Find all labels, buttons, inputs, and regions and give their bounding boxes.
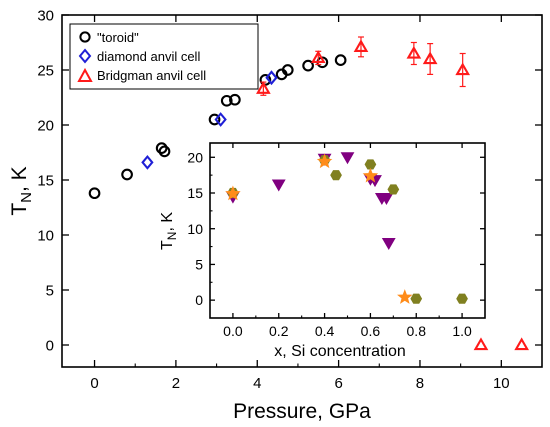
main-axes: 0 2 4 6 8 10 0 5 10 15 20 25 30 (37, 7, 542, 392)
legend-box (69, 23, 259, 90)
x-tick-label: 0.4 (315, 323, 335, 339)
data-point-series-1 (265, 70, 278, 86)
main-y-axis-label-sub: N (18, 192, 35, 203)
legend-triangle-marker (77, 67, 93, 82)
x-tick-label: 8 (416, 375, 424, 392)
inset-y-axis-label-rest: , K (159, 212, 176, 232)
y-tick-label: 0 (195, 292, 203, 308)
data-point-series-2 (397, 289, 413, 304)
inset-y-axis-label-sub: N (165, 232, 179, 241)
y-tick-label: 5 (46, 282, 54, 299)
x-tick-label: 2 (172, 375, 180, 392)
y-tick-label: 20 (37, 117, 54, 134)
inset-plot-frame (209, 142, 486, 319)
y-tick-label: 0 (46, 337, 54, 354)
x-tick-label: 0 (90, 375, 98, 392)
data-point-series-2 (316, 153, 333, 169)
x-tick-label: 4 (253, 375, 261, 392)
data-point-series-0 (302, 59, 314, 72)
inset-x-axis-label: x, Si concentration (274, 343, 406, 360)
legend-entry-toroid: "toroid" (79, 30, 139, 45)
legend-toroid-marker (79, 31, 91, 43)
data-point-series-0 (121, 168, 133, 181)
data-point-series-0 (271, 179, 286, 192)
inset-y-axis-label: TN, K (159, 212, 179, 250)
data-point-series-0 (88, 187, 101, 200)
data-point-series-2 (406, 45, 422, 59)
inset-data-marks (225, 152, 468, 304)
x-tick-label: 6 (334, 375, 342, 392)
data-point-series-2 (225, 185, 241, 201)
data-point-series-1 (330, 170, 342, 181)
data-point-series-2 (422, 51, 438, 65)
data-point-series-1 (141, 154, 154, 170)
y-tick-label: 15 (187, 185, 203, 201)
data-point-series-2 (353, 39, 369, 53)
y-tick-label: 15 (37, 172, 54, 189)
main-y-axis-label-rest: , K (8, 166, 31, 192)
y-tick-label: 30 (37, 7, 54, 24)
legend-entry-diamond-anvil-cell: diamond anvil cell (78, 48, 200, 64)
data-point-series-1 (456, 293, 468, 304)
inset-y-axis-label-main: T (159, 240, 176, 250)
y-tick-label: 5 (195, 256, 203, 272)
x-tick-label: 1.0 (452, 323, 472, 339)
data-point-series-0 (155, 142, 168, 154)
main-x-axis-label: Pressure, GPa (233, 400, 371, 423)
data-point-series-2 (256, 81, 271, 94)
legend-diamond-marker (78, 48, 92, 64)
legend-toroid-label: "toroid" (97, 30, 139, 45)
y-tick-label: 20 (187, 149, 203, 165)
data-point-series-2 (514, 337, 529, 351)
data-point-series-2 (310, 50, 326, 64)
data-point-series-1 (410, 293, 423, 304)
y-tick-label: 25 (37, 62, 54, 79)
data-point-series-0 (208, 113, 221, 126)
data-point-series-0 (340, 152, 355, 165)
data-point-series-0 (334, 54, 347, 66)
data-point-series-2 (455, 62, 471, 76)
data-point-series-1 (387, 184, 400, 195)
data-point-series-1 (214, 112, 227, 127)
legend-entry-bridgman-anvil-cell: Bridgman anvil cell (77, 67, 206, 83)
data-point-series-0 (381, 238, 396, 251)
data-point-series-2 (473, 337, 489, 351)
x-tick-label: 0.0 (223, 323, 243, 339)
main-data-marks (88, 36, 529, 351)
inset-axes: 0.0 0.2 0.4 0.6 0.8 1.0 0 5 10 15 20 (187, 143, 485, 339)
legend-bridgman-label: Bridgman anvil cell (97, 68, 206, 83)
data-point-series-0 (220, 94, 233, 107)
main-y-axis-label-main: T (8, 203, 31, 216)
x-tick-label: 0.2 (269, 323, 289, 339)
legend: "toroid" diamond anvil cell Bridgman anv… (69, 23, 259, 90)
inset-chart: 0.0 0.2 0.4 0.6 0.8 1.0 0 5 10 15 20 x, Si concent… (159, 142, 486, 360)
x-tick-label: 0.8 (407, 323, 427, 339)
data-point-series-0 (158, 145, 171, 158)
data-point-series-2 (362, 167, 379, 183)
legend-diamond-label: diamond anvil cell (97, 49, 200, 64)
y-tick-label: 10 (37, 227, 54, 244)
main-plot-frame (61, 14, 543, 368)
data-point-series-0 (379, 193, 394, 206)
y-tick-label: 10 (187, 221, 203, 237)
x-tick-label: 10 (493, 375, 510, 392)
main-y-axis-label: TN, K (8, 166, 35, 215)
data-point-series-1 (364, 159, 377, 170)
x-tick-label: 0.6 (361, 323, 381, 339)
data-point-series-0 (281, 64, 294, 76)
data-point-series-0 (229, 93, 241, 106)
